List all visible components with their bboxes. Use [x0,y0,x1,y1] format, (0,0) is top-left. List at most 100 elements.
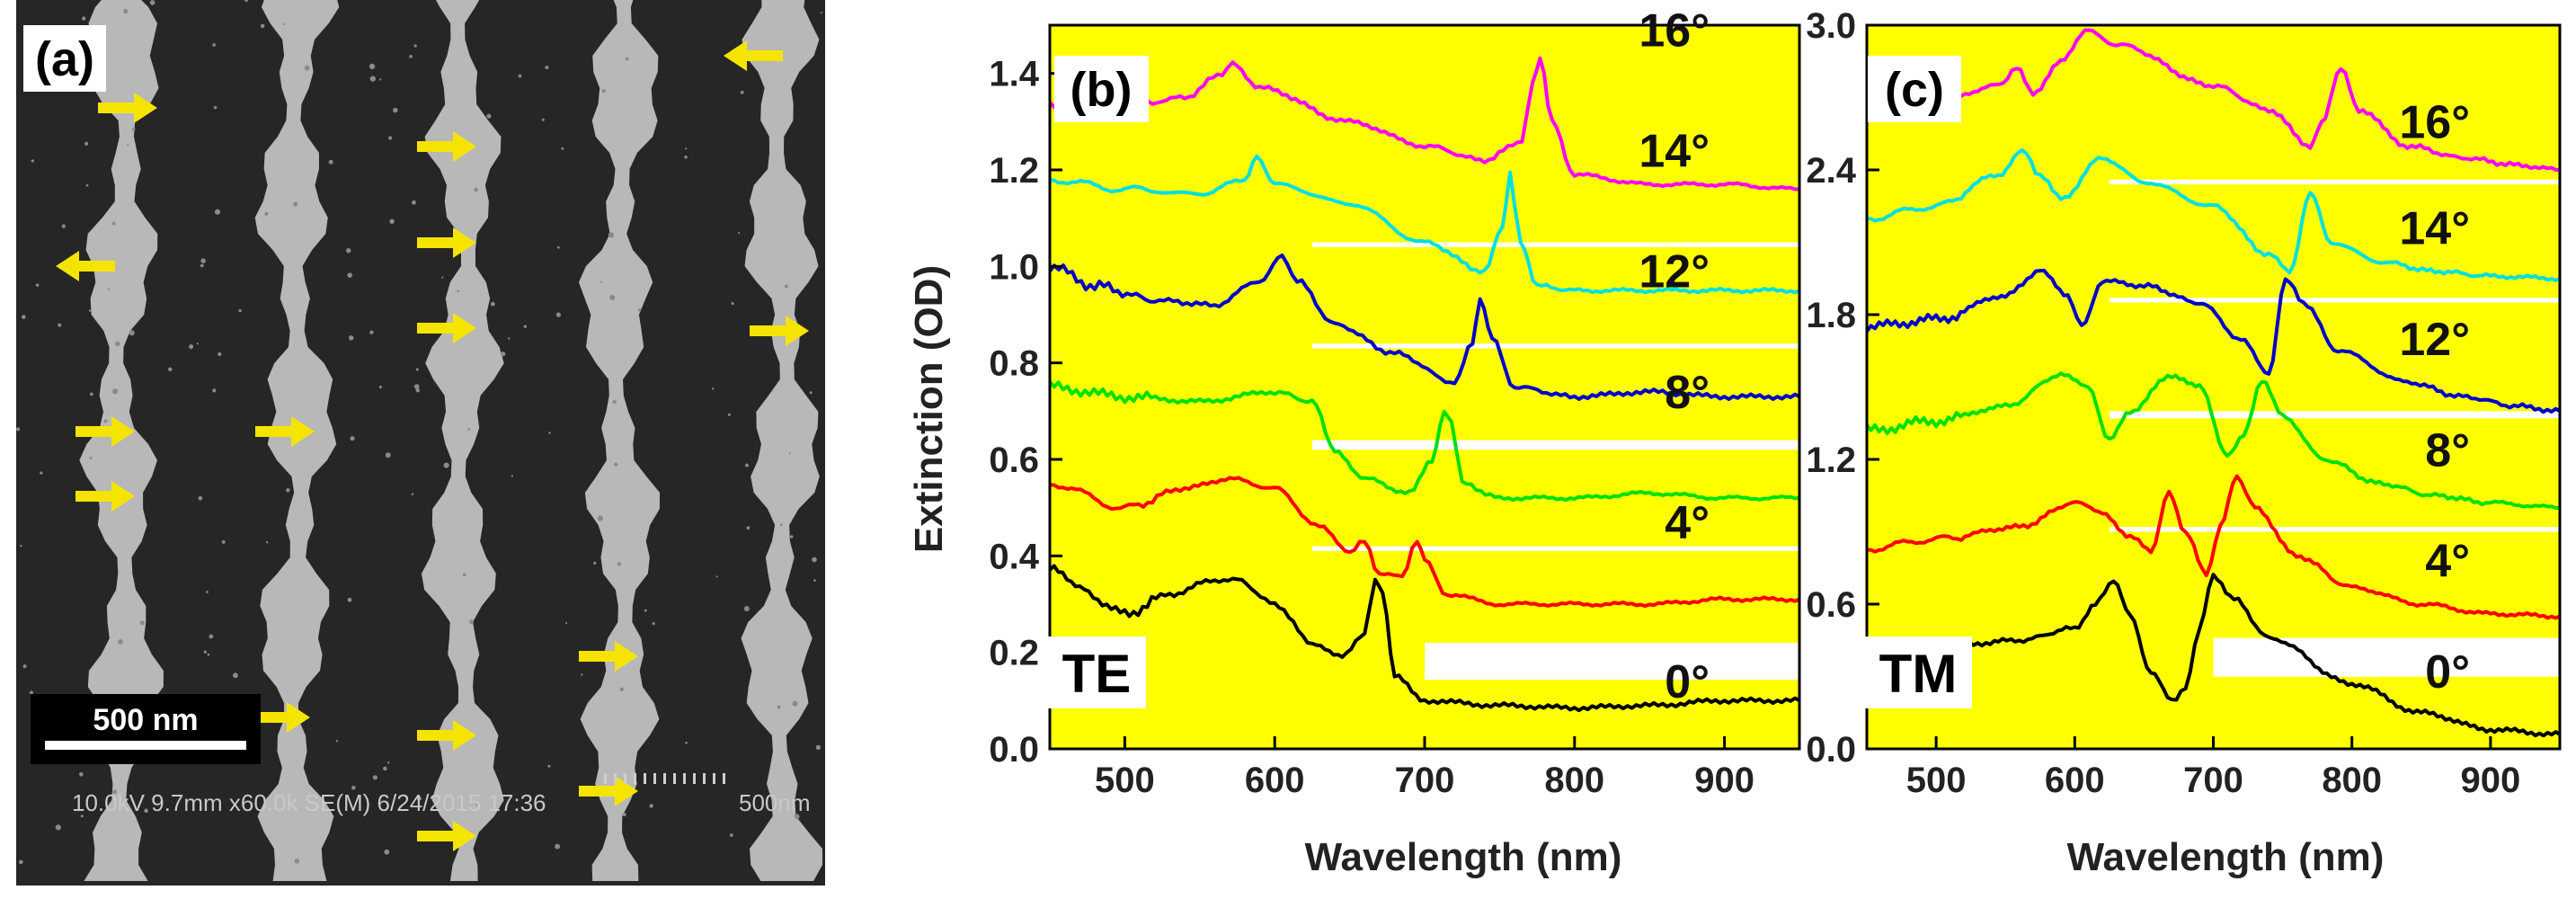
speckle [441,276,444,279]
speckle [412,200,416,205]
yellow-arrow-icon [724,40,783,71]
series-line-12deg [1865,268,2561,414]
y-tick-label: 3.0 [1806,6,1856,46]
panel-b-y-axis-title: Extinction (OD) [907,265,951,553]
speckle [555,312,562,317]
speckle [729,833,733,837]
speckle [467,428,470,431]
speckle [745,463,749,467]
speckle [386,761,390,764]
speckle [264,211,269,216]
yellow-arrow-icon [579,641,638,672]
speckle [457,289,459,293]
angle-label: 12° [2399,314,2470,366]
speckle [168,367,173,372]
band-gap [2109,527,2560,532]
speckle [233,672,238,679]
panel-c-series [1865,28,2562,738]
yellow-arrow-icon [56,251,115,281]
speckle [469,619,475,625]
sem-scale-tick [653,773,656,784]
speckle [85,184,89,187]
panel-b-label-box [1054,56,1149,122]
speckle [200,258,206,263]
panel-c-pol-box [1864,636,1972,708]
y-tick-label: 1.4 [989,55,1039,94]
speckle [82,16,86,21]
x-tick-label: 900 [1694,761,1754,800]
series-line-14deg [1866,148,2561,282]
panel-b-angle-labels: 0° 4° 8° 12° 14° 16° [1639,4,1710,708]
speckle [779,523,783,527]
band-gap [1311,546,1799,551]
series-line-4deg [1866,474,2561,620]
yellow-arrow-icon [417,720,476,751]
speckle [789,535,794,539]
speckle [413,44,417,48]
speckle [523,325,527,328]
speckle [196,343,199,345]
speckle [55,824,61,831]
speckle [35,283,40,287]
speckle [625,57,629,61]
band-gap [1425,642,1799,681]
speckle [815,744,821,751]
speckle [411,493,414,495]
yellow-arrow-icon [750,316,809,346]
speckle [260,23,265,29]
speckle [685,147,688,150]
y-tick-label: 0.6 [1806,585,1856,625]
speckle [212,43,216,47]
speckle [107,288,111,290]
speckle [600,280,602,283]
speckle [16,427,21,432]
speckle [221,539,226,544]
x-tick-label: 500 [1906,761,1967,800]
yellow-arrow-icon [76,481,135,512]
panel-c-y-ticks: 0.0 0.6 1.2 1.8 2.4 3.0 [1806,6,1879,770]
speckle [18,859,23,865]
nanowire [421,0,504,881]
speckle [129,330,135,336]
yellow-arrow-icon [417,131,476,162]
sem-scale-tick [703,773,706,784]
angle-label: 4° [2425,536,2470,588]
speckle [304,65,310,71]
speckle [617,562,622,566]
speckle [127,144,129,147]
panel-c-background [1867,25,2560,749]
speckle [31,159,34,163]
angle-label: 12° [1639,246,1710,298]
speckle [475,804,478,806]
speckle [369,63,376,70]
speckle [637,307,642,312]
series-line-4deg [1049,476,1800,609]
sem-scale-tick [624,773,626,784]
speckle [207,653,210,656]
x-tick-label: 800 [2322,761,2382,800]
speckle [79,771,84,777]
speckle [80,814,84,818]
scale-bar-box [31,694,261,764]
y-tick-label: 0.2 [989,634,1039,673]
speckle [144,808,148,814]
speckle [581,673,583,676]
x-tick-label: 900 [2461,761,2521,800]
speckle [90,392,93,396]
speckle [139,620,145,626]
speckle [474,187,478,192]
speckle [813,579,816,583]
speckle [22,664,27,669]
sem-nanowires [79,0,823,881]
sem-info-text: 10.0kV 9.7mm x60.0k SE(M) 6/24/2015 17:3… [72,789,546,816]
speckle [593,561,597,565]
speckle [746,526,751,530]
speckle [409,55,413,58]
x-tick-label: 700 [1395,761,1455,800]
speckle [613,462,618,467]
band-gap [2109,298,2560,303]
speckle [462,573,466,577]
speckle [385,452,391,458]
panel-c-pol-label: TM [1879,644,1958,704]
